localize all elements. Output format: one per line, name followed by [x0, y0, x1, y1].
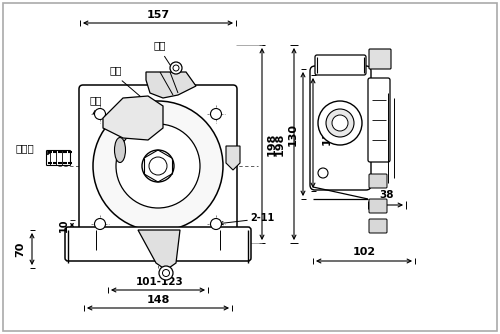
Text: 10: 10 — [59, 218, 69, 232]
Circle shape — [210, 109, 222, 120]
Text: 拉環: 拉環 — [154, 40, 166, 50]
Text: 198: 198 — [275, 132, 285, 156]
Circle shape — [94, 218, 106, 229]
Ellipse shape — [114, 138, 126, 163]
Polygon shape — [103, 96, 163, 140]
FancyBboxPatch shape — [315, 55, 366, 75]
FancyBboxPatch shape — [369, 49, 391, 69]
Text: 摇臂: 摇臂 — [110, 65, 122, 75]
Text: 102: 102 — [352, 247, 376, 257]
Circle shape — [318, 101, 362, 145]
Circle shape — [332, 115, 348, 131]
Text: 130: 130 — [288, 123, 298, 146]
Text: 116: 116 — [322, 121, 332, 145]
Text: 壳体: 壳体 — [90, 95, 102, 105]
Circle shape — [318, 168, 328, 178]
Polygon shape — [138, 230, 180, 270]
Text: 148: 148 — [146, 295, 170, 305]
FancyBboxPatch shape — [369, 174, 387, 188]
Circle shape — [93, 101, 223, 231]
FancyBboxPatch shape — [369, 199, 387, 213]
FancyBboxPatch shape — [368, 78, 390, 162]
Circle shape — [116, 124, 200, 208]
FancyBboxPatch shape — [65, 227, 251, 261]
Text: 2-11: 2-11 — [250, 213, 274, 223]
Text: 出线口: 出线口 — [15, 143, 34, 153]
Circle shape — [94, 109, 106, 120]
FancyBboxPatch shape — [369, 219, 387, 233]
Text: 101-123: 101-123 — [136, 277, 184, 287]
Circle shape — [326, 109, 354, 137]
Text: 157: 157 — [146, 10, 170, 20]
Text: 38: 38 — [380, 190, 394, 200]
Circle shape — [170, 62, 182, 74]
Circle shape — [159, 266, 173, 280]
Polygon shape — [146, 72, 196, 98]
Text: 70: 70 — [15, 241, 25, 257]
FancyBboxPatch shape — [310, 66, 371, 190]
Bar — [55, 30, 275, 310]
Text: 198: 198 — [267, 132, 277, 156]
Circle shape — [142, 150, 174, 182]
FancyBboxPatch shape — [79, 85, 237, 241]
Circle shape — [210, 218, 222, 229]
Polygon shape — [226, 146, 240, 170]
